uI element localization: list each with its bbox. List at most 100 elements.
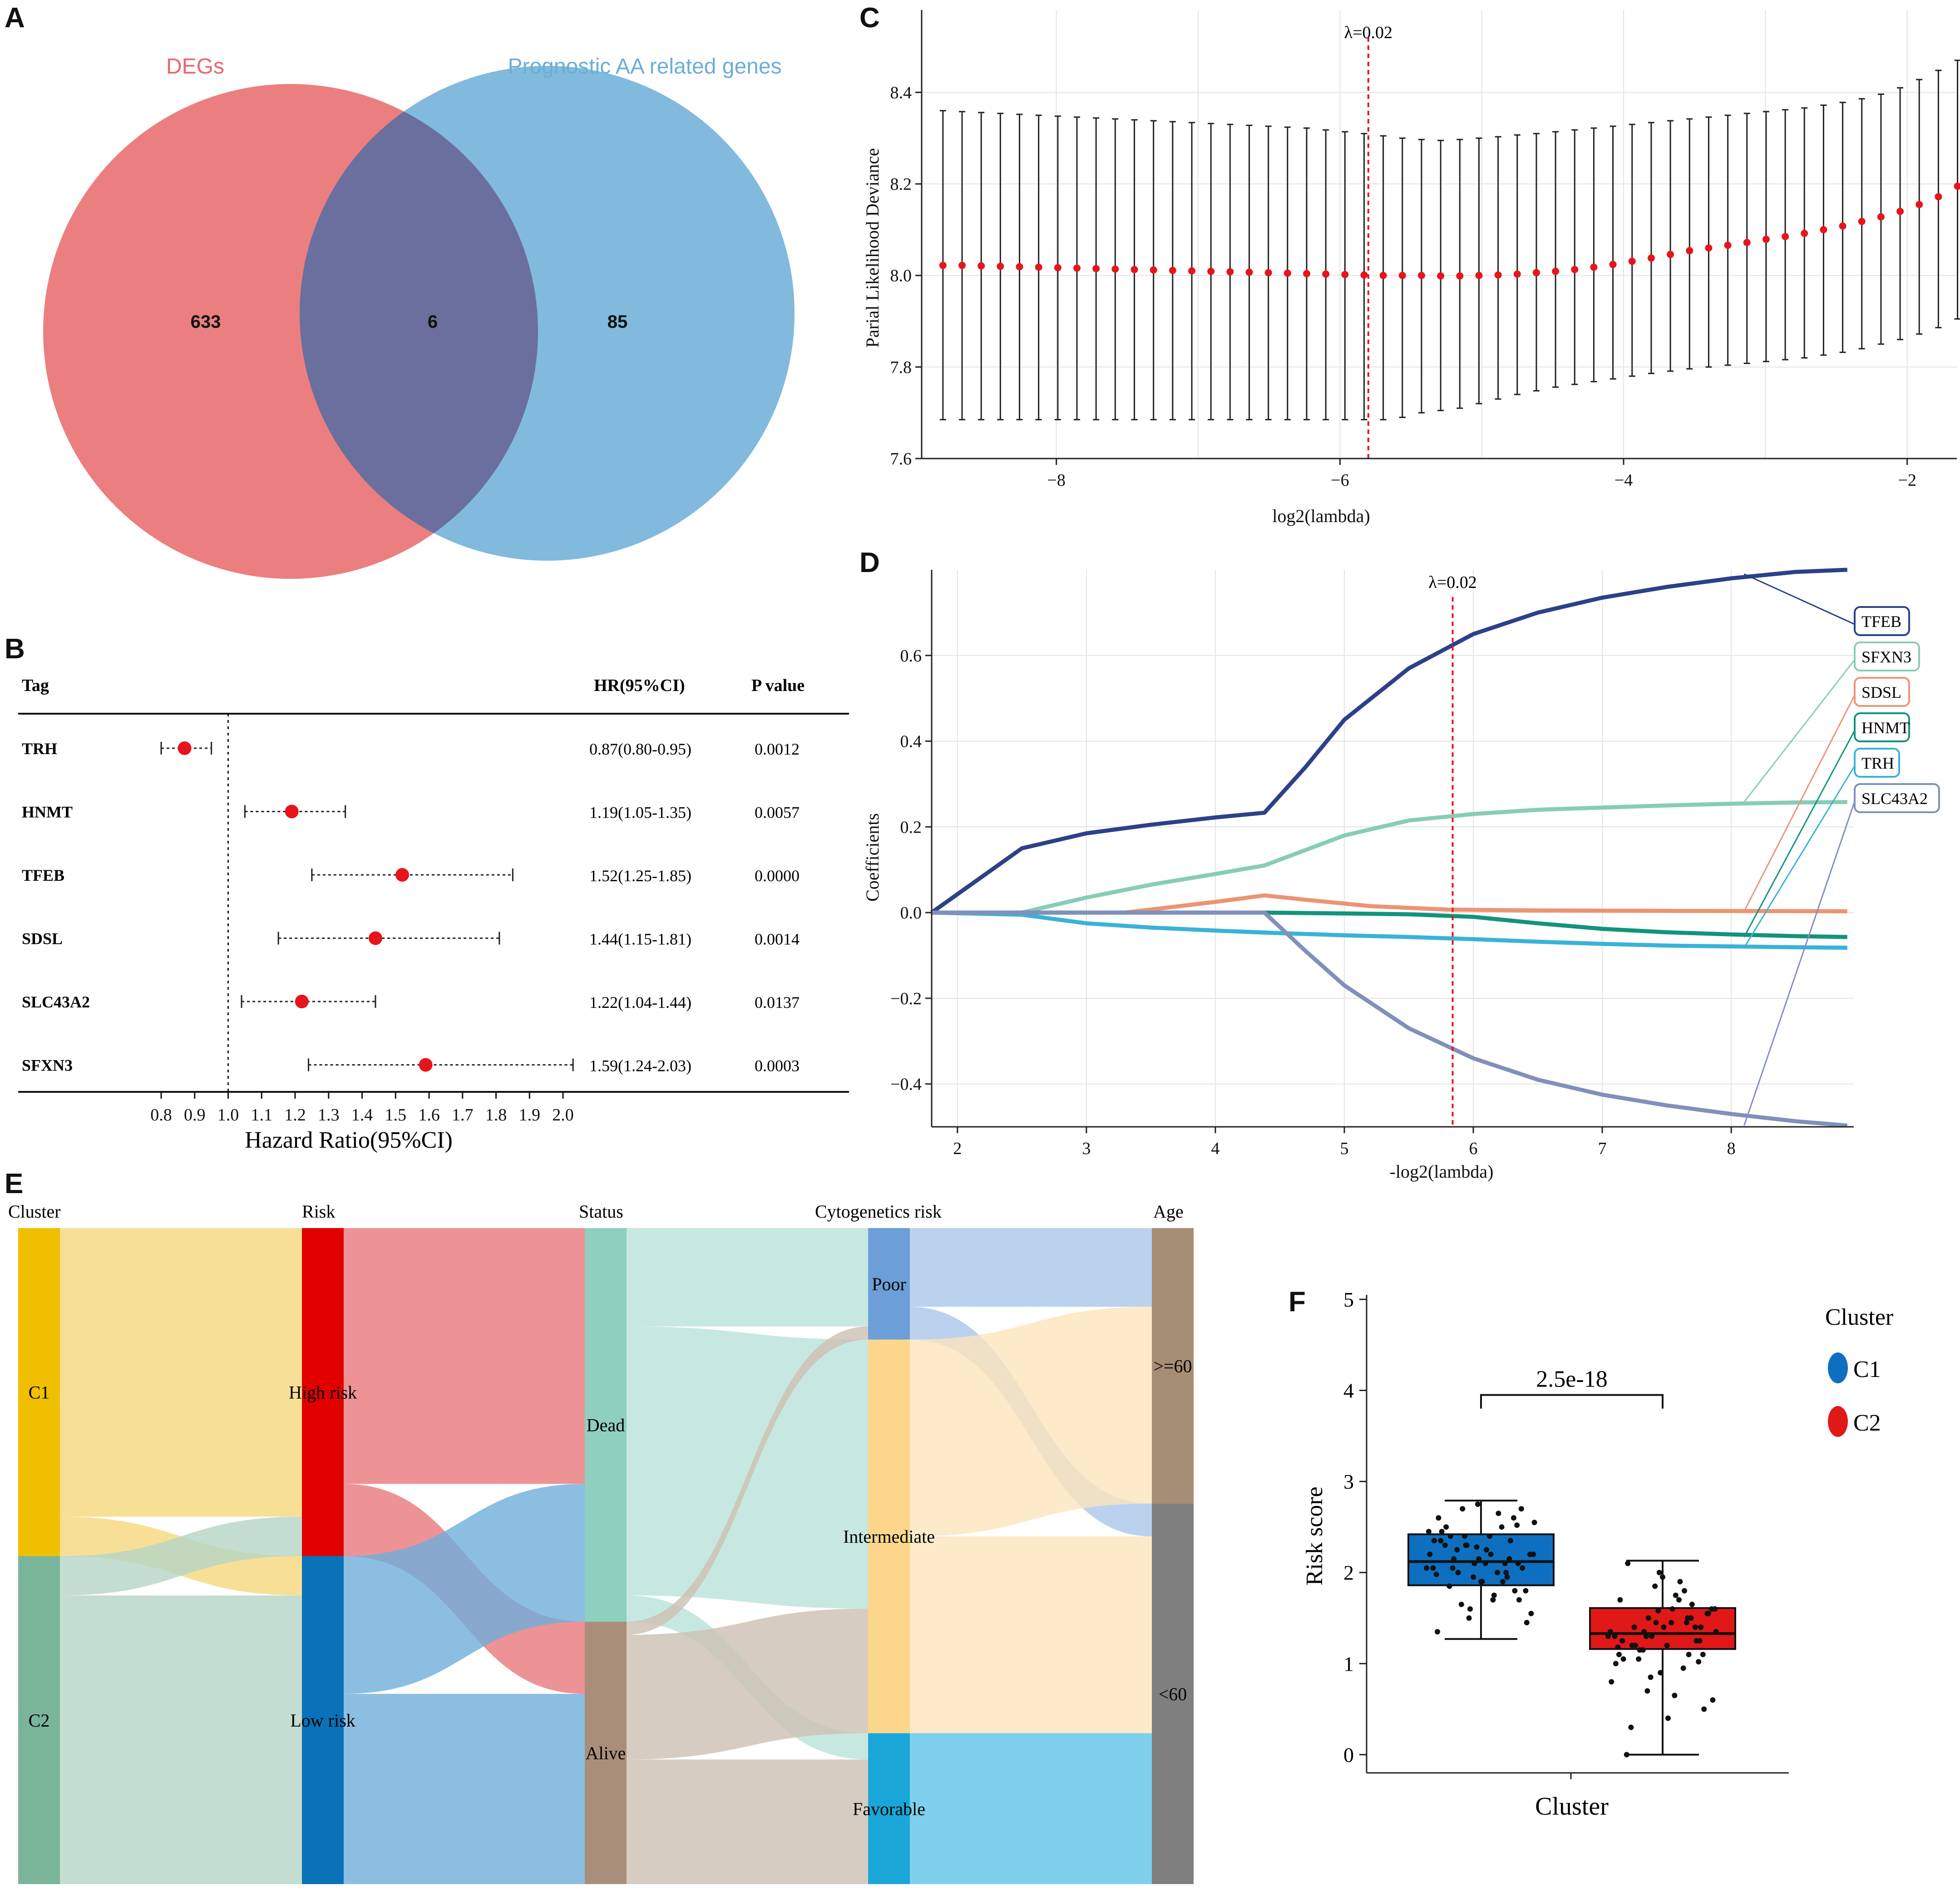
box-point [1652,1583,1658,1589]
boxplot: 0 1 2 3 4 5 Cluster Risk score 2.5e-18 Cluster C1 C… [1302,1288,1893,1821]
coef-x-tick-label: 5 [1340,1139,1348,1158]
forest-p-text: 0.0014 [755,930,800,948]
box-point [1712,1606,1718,1612]
box-point [1633,1643,1638,1648]
forest-header-tag: Tag [22,676,49,695]
box-point [1710,1697,1716,1703]
sankey-node [585,1228,627,1622]
forest-x-tick-label: 1.4 [351,1105,373,1125]
sankey-node [585,1622,627,1884]
coef-lambda-label: λ=0.02 [1428,573,1476,592]
box-y-tick-label: 3 [1343,1470,1354,1493]
coef-line-hnmt [932,910,1847,939]
box-point [1490,1597,1496,1603]
box-point [1644,1688,1650,1694]
coef-y-tick-label: −0.2 [890,989,922,1008]
forest-x-tick-label: 1.3 [318,1105,340,1125]
sankey-node [18,1228,60,1556]
cv-point [1360,271,1368,279]
box-legend-swatch [1828,1406,1848,1437]
box-point [1655,1608,1661,1614]
coef-leader-sfxn3 [1743,659,1856,803]
box-point [1511,1515,1516,1521]
forest-tag-trh: TRH [22,740,57,758]
coef-label-box-sdsl [1854,677,1910,707]
box-point [1430,1565,1436,1571]
box-point [1636,1656,1642,1662]
forest-hr-text: 0.87(0.80-0.95) [589,740,691,758]
box-point [1463,1542,1469,1548]
coef-x-tick-label: 4 [1211,1139,1219,1158]
box-y-tick-label: 5 [1343,1288,1354,1311]
box-point [1624,1752,1629,1757]
forest-hr-text: 1.44(1.15-1.81) [589,930,691,948]
box-point [1688,1615,1694,1621]
panel-b-label: B [5,633,25,665]
cv-point [1207,267,1215,275]
forest-header-hr: HR(95%CI) [594,676,685,695]
box-point [1500,1579,1506,1584]
forest-p-text: 0.0003 [755,1057,800,1075]
coef-y-tick-label: 0.6 [900,646,922,666]
coef-line-sfxn3 [932,800,1847,915]
box-point [1664,1643,1670,1648]
box-point [1503,1569,1509,1575]
forest-axis: 0.8 0.9 1.0 1.1 1.2 1.3 1.4 1.5 1.6 1.7 1.8 1.9 2.0 [144,1091,574,1125]
box-point [1612,1633,1618,1639]
coef-y-tick-label: 0.2 [900,818,922,837]
coef-label-box-hnmt [1854,712,1910,742]
cv-point [978,262,985,270]
box-y-tick-label: 1 [1343,1652,1354,1675]
cv-point [1494,271,1502,279]
cv-point [1532,269,1540,276]
box-point [1482,1560,1488,1566]
cv-point [1188,267,1195,275]
sankey-node-label: Alive [586,1743,626,1763]
sankey-plot: Cluster Risk Status Cytogenetics risk Age C1 C… [8,1201,1194,1884]
box-point [1466,1615,1472,1621]
sankey-node [868,1228,910,1340]
cv-lambda-label: λ=0.02 [1344,23,1392,42]
box-point [1451,1556,1456,1562]
cv-point [1762,236,1770,243]
panel-f-label: F [1289,1286,1306,1318]
cv-point [1609,261,1617,268]
cv-point [1877,213,1885,221]
box-point [1661,1624,1667,1630]
box-point [1523,1588,1529,1594]
box-point [1516,1597,1522,1603]
box-point [1693,1624,1698,1630]
cv-point [1054,264,1061,271]
cv-point [1379,271,1387,279]
box-point [1495,1569,1500,1575]
cv-point [1590,263,1598,271]
box-comparison-label: 2.5e-18 [1536,1367,1607,1392]
box-point [1471,1574,1476,1580]
box-point [1704,1610,1710,1616]
cv-y-label: Parial Likelihood Deviance [862,148,883,348]
cv-point [1016,263,1023,271]
box-point [1701,1706,1707,1712]
cv-point [1647,254,1655,262]
box-point [1649,1633,1654,1639]
coef-plot: λ=0.02 TFEB SFXN3 SDSL HNMT TRH SLC43A2 −0.4 −0.… [862,567,1940,1182]
sankey-node-label: >=60 [1153,1356,1192,1376]
cv-y-tick-label: 7.8 [890,358,912,377]
forest-header-p: P value [751,676,805,695]
box-point [1615,1644,1621,1650]
box-point [1447,1583,1452,1589]
cv-point [1801,229,1808,237]
forest-x-tick-label: 1.5 [385,1105,407,1125]
box-point [1467,1606,1473,1612]
cv-x-tick-label: −8 [1047,471,1065,490]
cv-point [1437,272,1445,280]
box-point [1531,1520,1537,1525]
cv-point [1705,244,1713,252]
box-point [1700,1652,1706,1658]
cv-point [1456,272,1464,280]
coef-line-slc43a2 [932,910,1848,1128]
box-point [1682,1588,1687,1594]
box-point [1631,1624,1637,1630]
box-point [1686,1652,1692,1658]
